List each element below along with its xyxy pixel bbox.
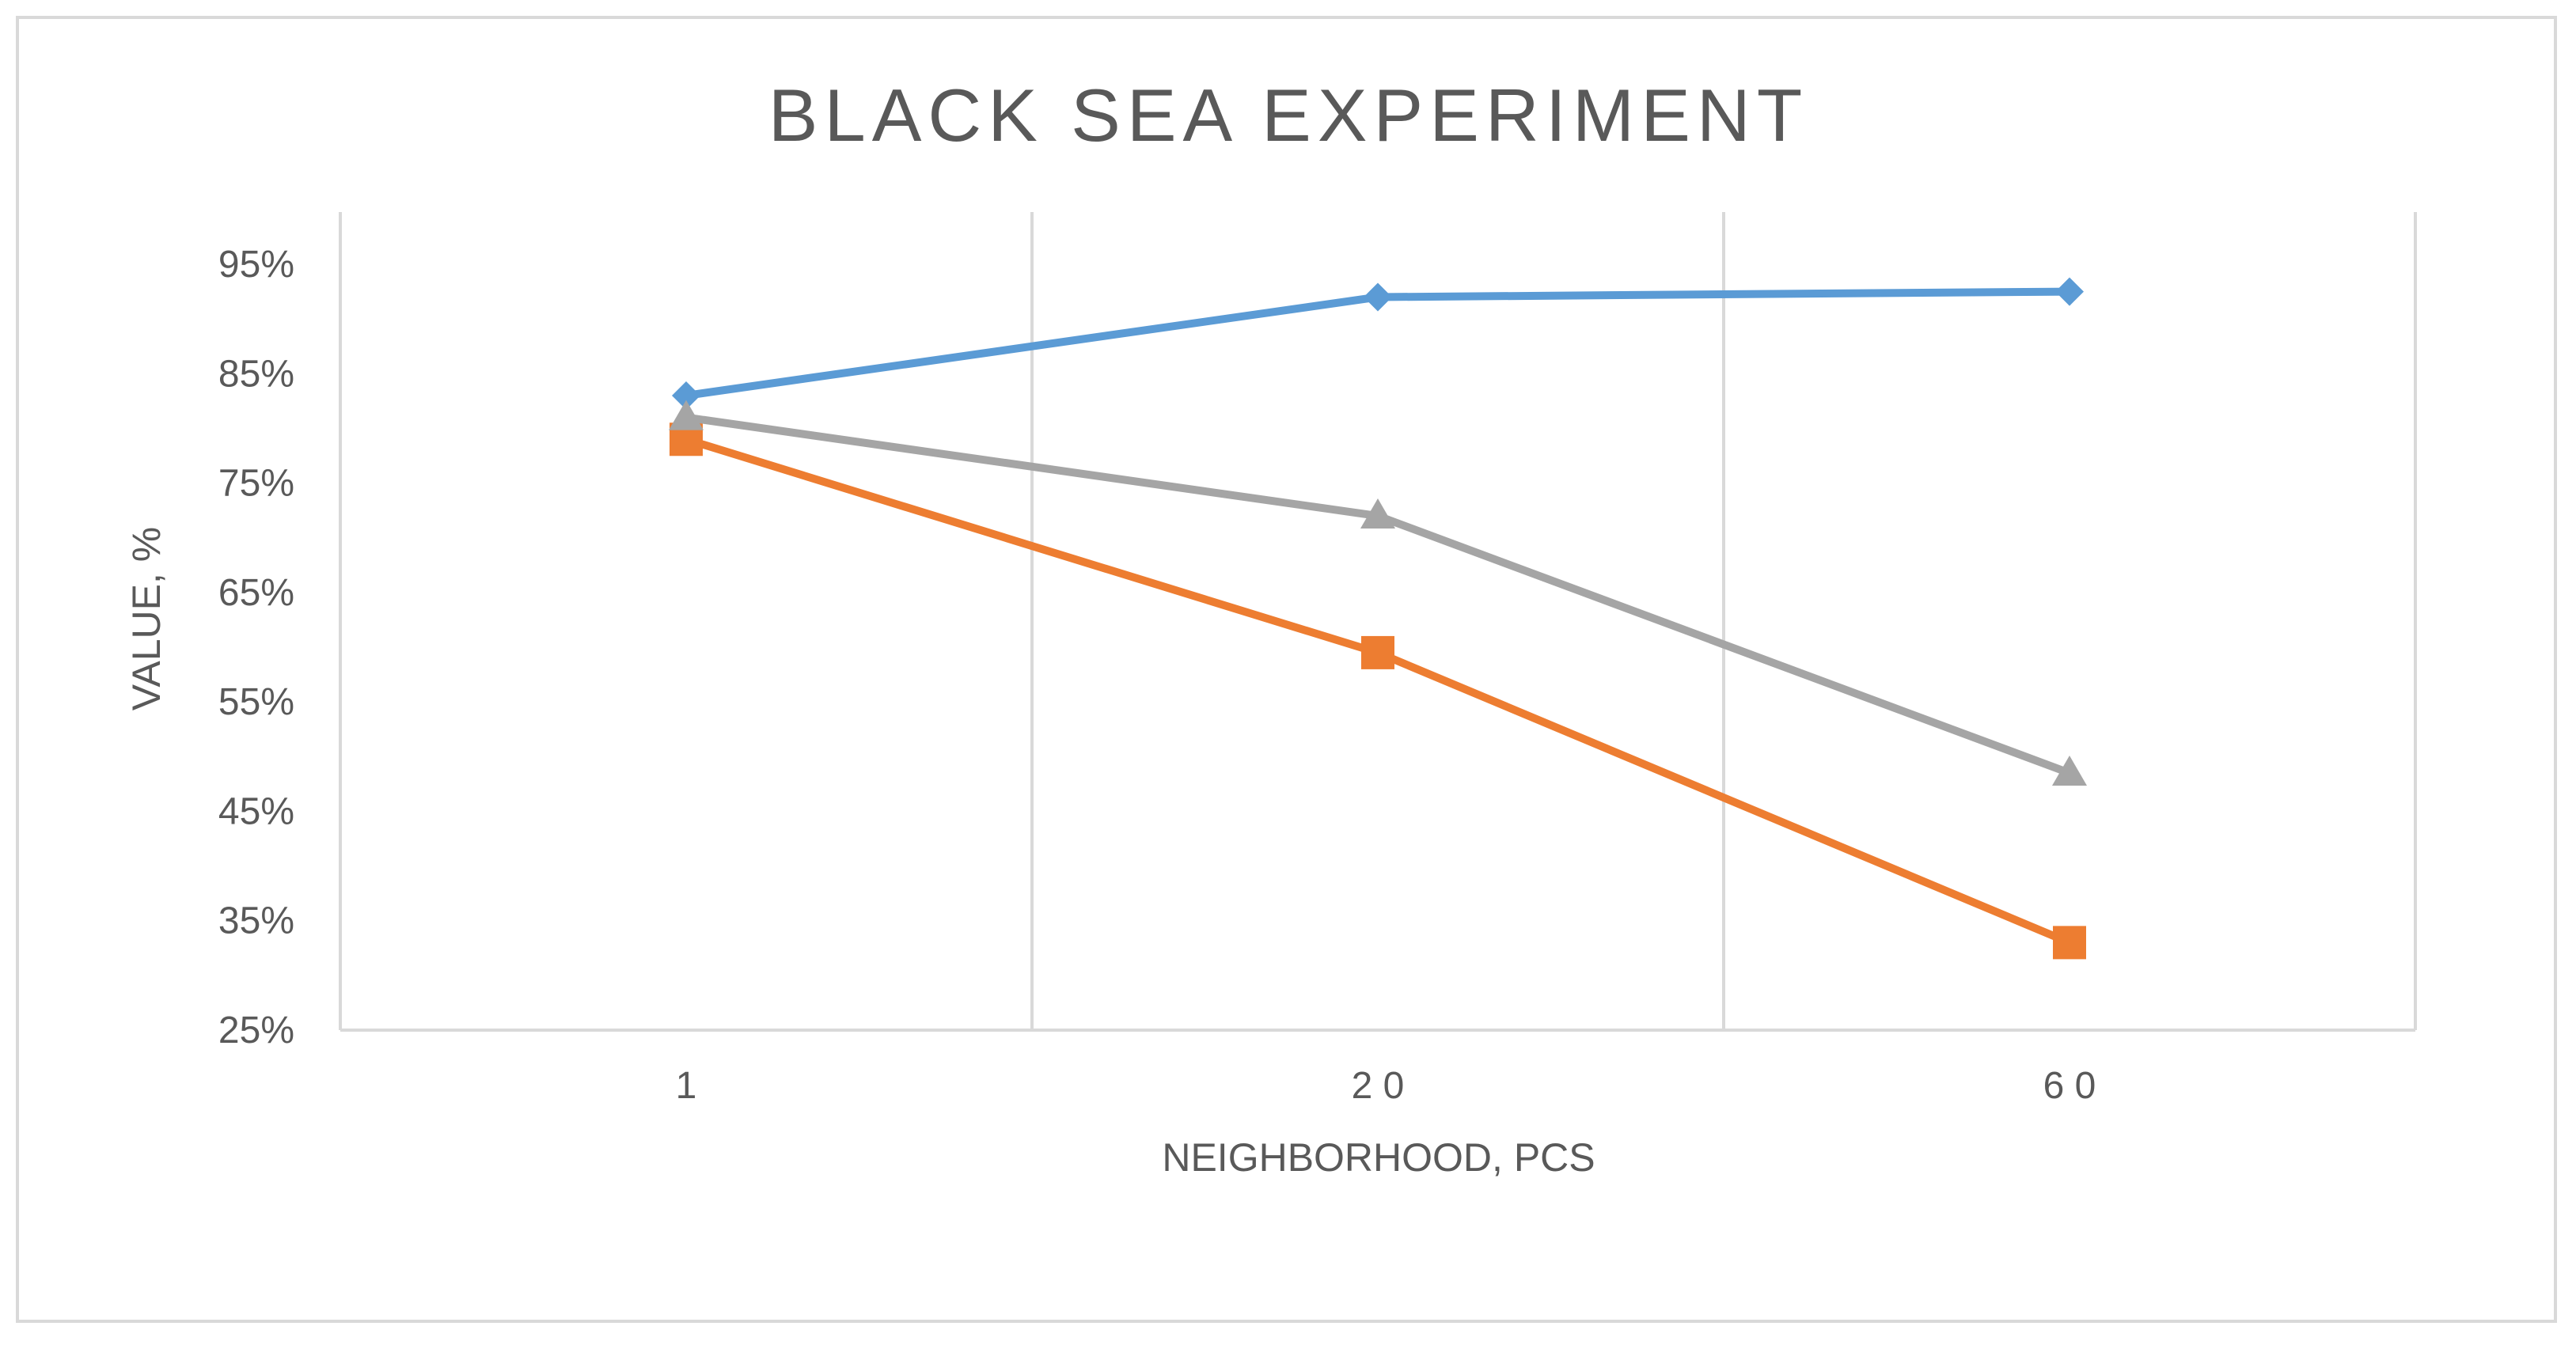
y-tick-labels: 25% 35% 45% 55% 65% 75% 85% 95% (218, 244, 294, 1051)
data-point-square (2053, 926, 2086, 960)
y-axis-label: VALUE, % (124, 527, 169, 711)
grid-layer (339, 212, 2417, 1030)
y-tick-label: 35% (218, 900, 294, 942)
chart-frame (16, 16, 2557, 1323)
data-point-triangle (1360, 498, 1395, 529)
series-2 (670, 422, 2086, 960)
x-tick-labels: 1 2 0 6 0 (676, 1065, 2096, 1107)
y-tick-label: 25% (218, 1010, 294, 1051)
data-point-triangle (669, 400, 704, 430)
y-tick-label: 85% (218, 353, 294, 395)
x-axis-label: NEIGHBORHOOD, PCS (1162, 1135, 1595, 1180)
y-tick-label: 95% (218, 244, 294, 286)
data-point-diamond (2055, 277, 2084, 306)
series-1 (672, 277, 2084, 410)
data-point-diamond (672, 381, 700, 410)
y-tick-label: 75% (218, 463, 294, 505)
data-point-diamond (1364, 282, 1392, 312)
data-point-square (1361, 635, 1394, 669)
x-tick-label: 2 0 (1352, 1065, 1405, 1107)
x-tick-label: 1 (676, 1065, 697, 1107)
chart-title: BLACK SEA EXPERIMENT (768, 74, 1808, 157)
series-3 (669, 400, 2087, 786)
y-tick-label: 65% (218, 572, 294, 614)
x-tick-label: 6 0 (2043, 1065, 2096, 1107)
series-line (685, 413, 2071, 777)
y-tick-label: 55% (218, 681, 294, 723)
data-point-triangle (2052, 756, 2087, 786)
series-layer (669, 277, 2087, 960)
y-tick-label: 45% (218, 790, 294, 832)
